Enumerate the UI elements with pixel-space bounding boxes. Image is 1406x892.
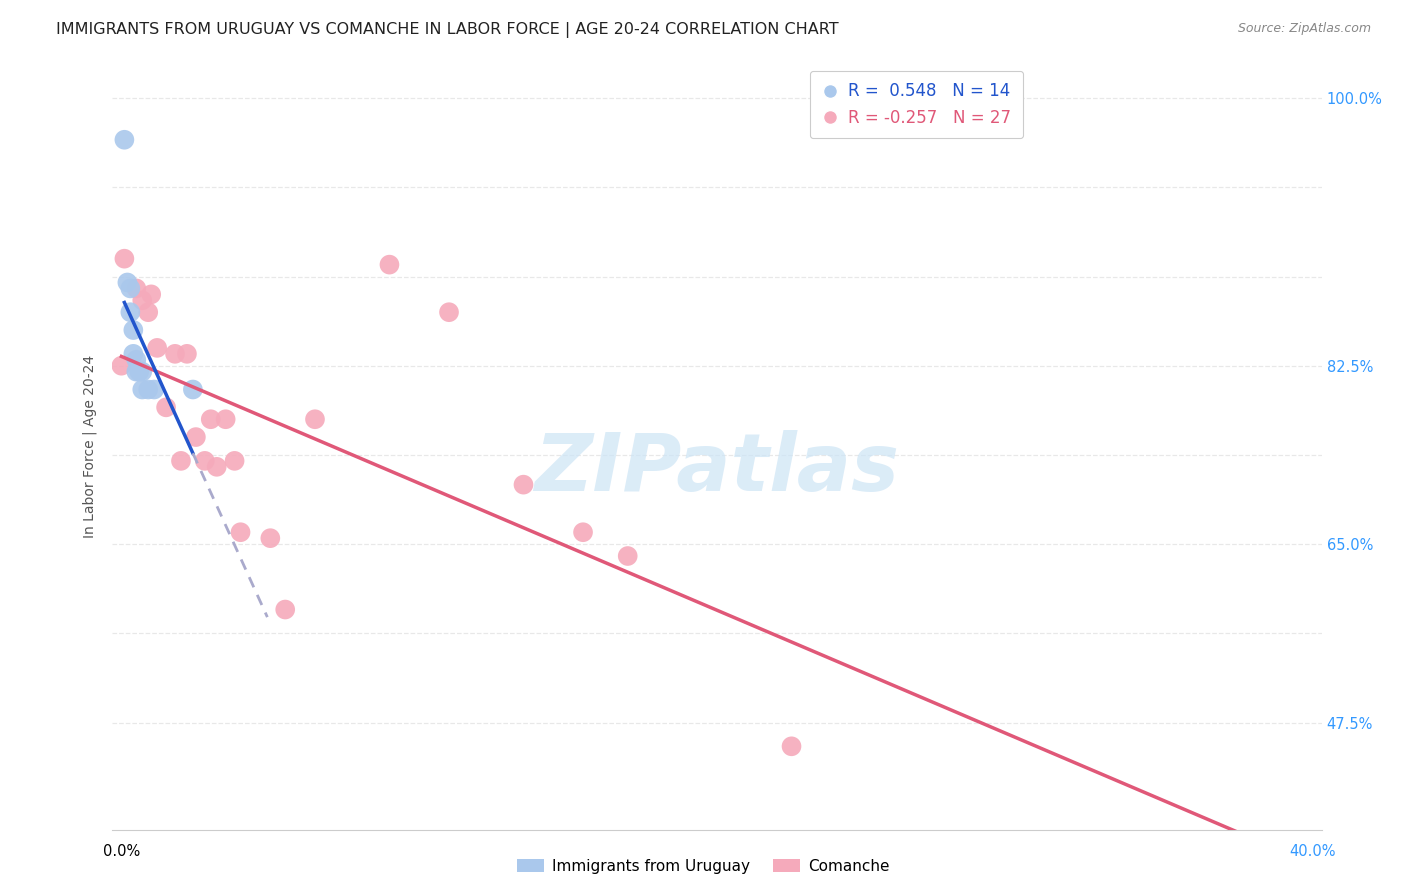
Point xyxy=(184,430,207,444)
Point xyxy=(224,454,246,468)
Point xyxy=(120,281,142,295)
Y-axis label: In Labor Force | Age 20-24: In Labor Force | Age 20-24 xyxy=(82,354,97,538)
Point xyxy=(214,412,236,426)
Text: 40.0%: 40.0% xyxy=(1289,844,1336,859)
Point xyxy=(131,293,153,308)
Point xyxy=(181,383,204,397)
Point xyxy=(141,287,163,301)
Point xyxy=(117,276,139,290)
Point xyxy=(194,454,217,468)
Point xyxy=(125,281,148,295)
Point xyxy=(110,359,132,373)
Point xyxy=(229,525,252,540)
Point xyxy=(128,365,150,379)
Text: Source: ZipAtlas.com: Source: ZipAtlas.com xyxy=(1237,22,1371,36)
Point xyxy=(200,412,222,426)
Point xyxy=(136,383,159,397)
Point xyxy=(780,739,803,754)
Point xyxy=(512,477,534,491)
Point xyxy=(131,383,153,397)
Point xyxy=(205,459,228,474)
Point xyxy=(125,365,148,379)
Point xyxy=(176,347,198,361)
Point xyxy=(143,383,166,397)
Point xyxy=(112,133,135,147)
Text: IMMIGRANTS FROM URUGUAY VS COMANCHE IN LABOR FORCE | AGE 20-24 CORRELATION CHART: IMMIGRANTS FROM URUGUAY VS COMANCHE IN L… xyxy=(56,22,839,38)
Legend: Immigrants from Uruguay, Comanche: Immigrants from Uruguay, Comanche xyxy=(510,853,896,880)
Text: ZIPatlas: ZIPatlas xyxy=(534,430,900,508)
Point xyxy=(616,549,638,563)
Point xyxy=(146,341,169,355)
Point xyxy=(378,258,401,272)
Legend: R =  0.548   N = 14, R = -0.257   N = 27: R = 0.548 N = 14, R = -0.257 N = 27 xyxy=(810,70,1024,138)
Point xyxy=(274,602,297,616)
Point xyxy=(437,305,460,319)
Point xyxy=(112,252,135,266)
Point xyxy=(259,531,281,545)
Point xyxy=(122,347,145,361)
Point xyxy=(163,347,186,361)
Point xyxy=(155,401,177,415)
Point xyxy=(304,412,326,426)
Point xyxy=(170,454,193,468)
Point xyxy=(572,525,595,540)
Point xyxy=(125,352,148,367)
Point xyxy=(131,365,153,379)
Text: 0.0%: 0.0% xyxy=(103,844,141,859)
Point xyxy=(136,305,159,319)
Point xyxy=(120,305,142,319)
Point xyxy=(122,323,145,337)
